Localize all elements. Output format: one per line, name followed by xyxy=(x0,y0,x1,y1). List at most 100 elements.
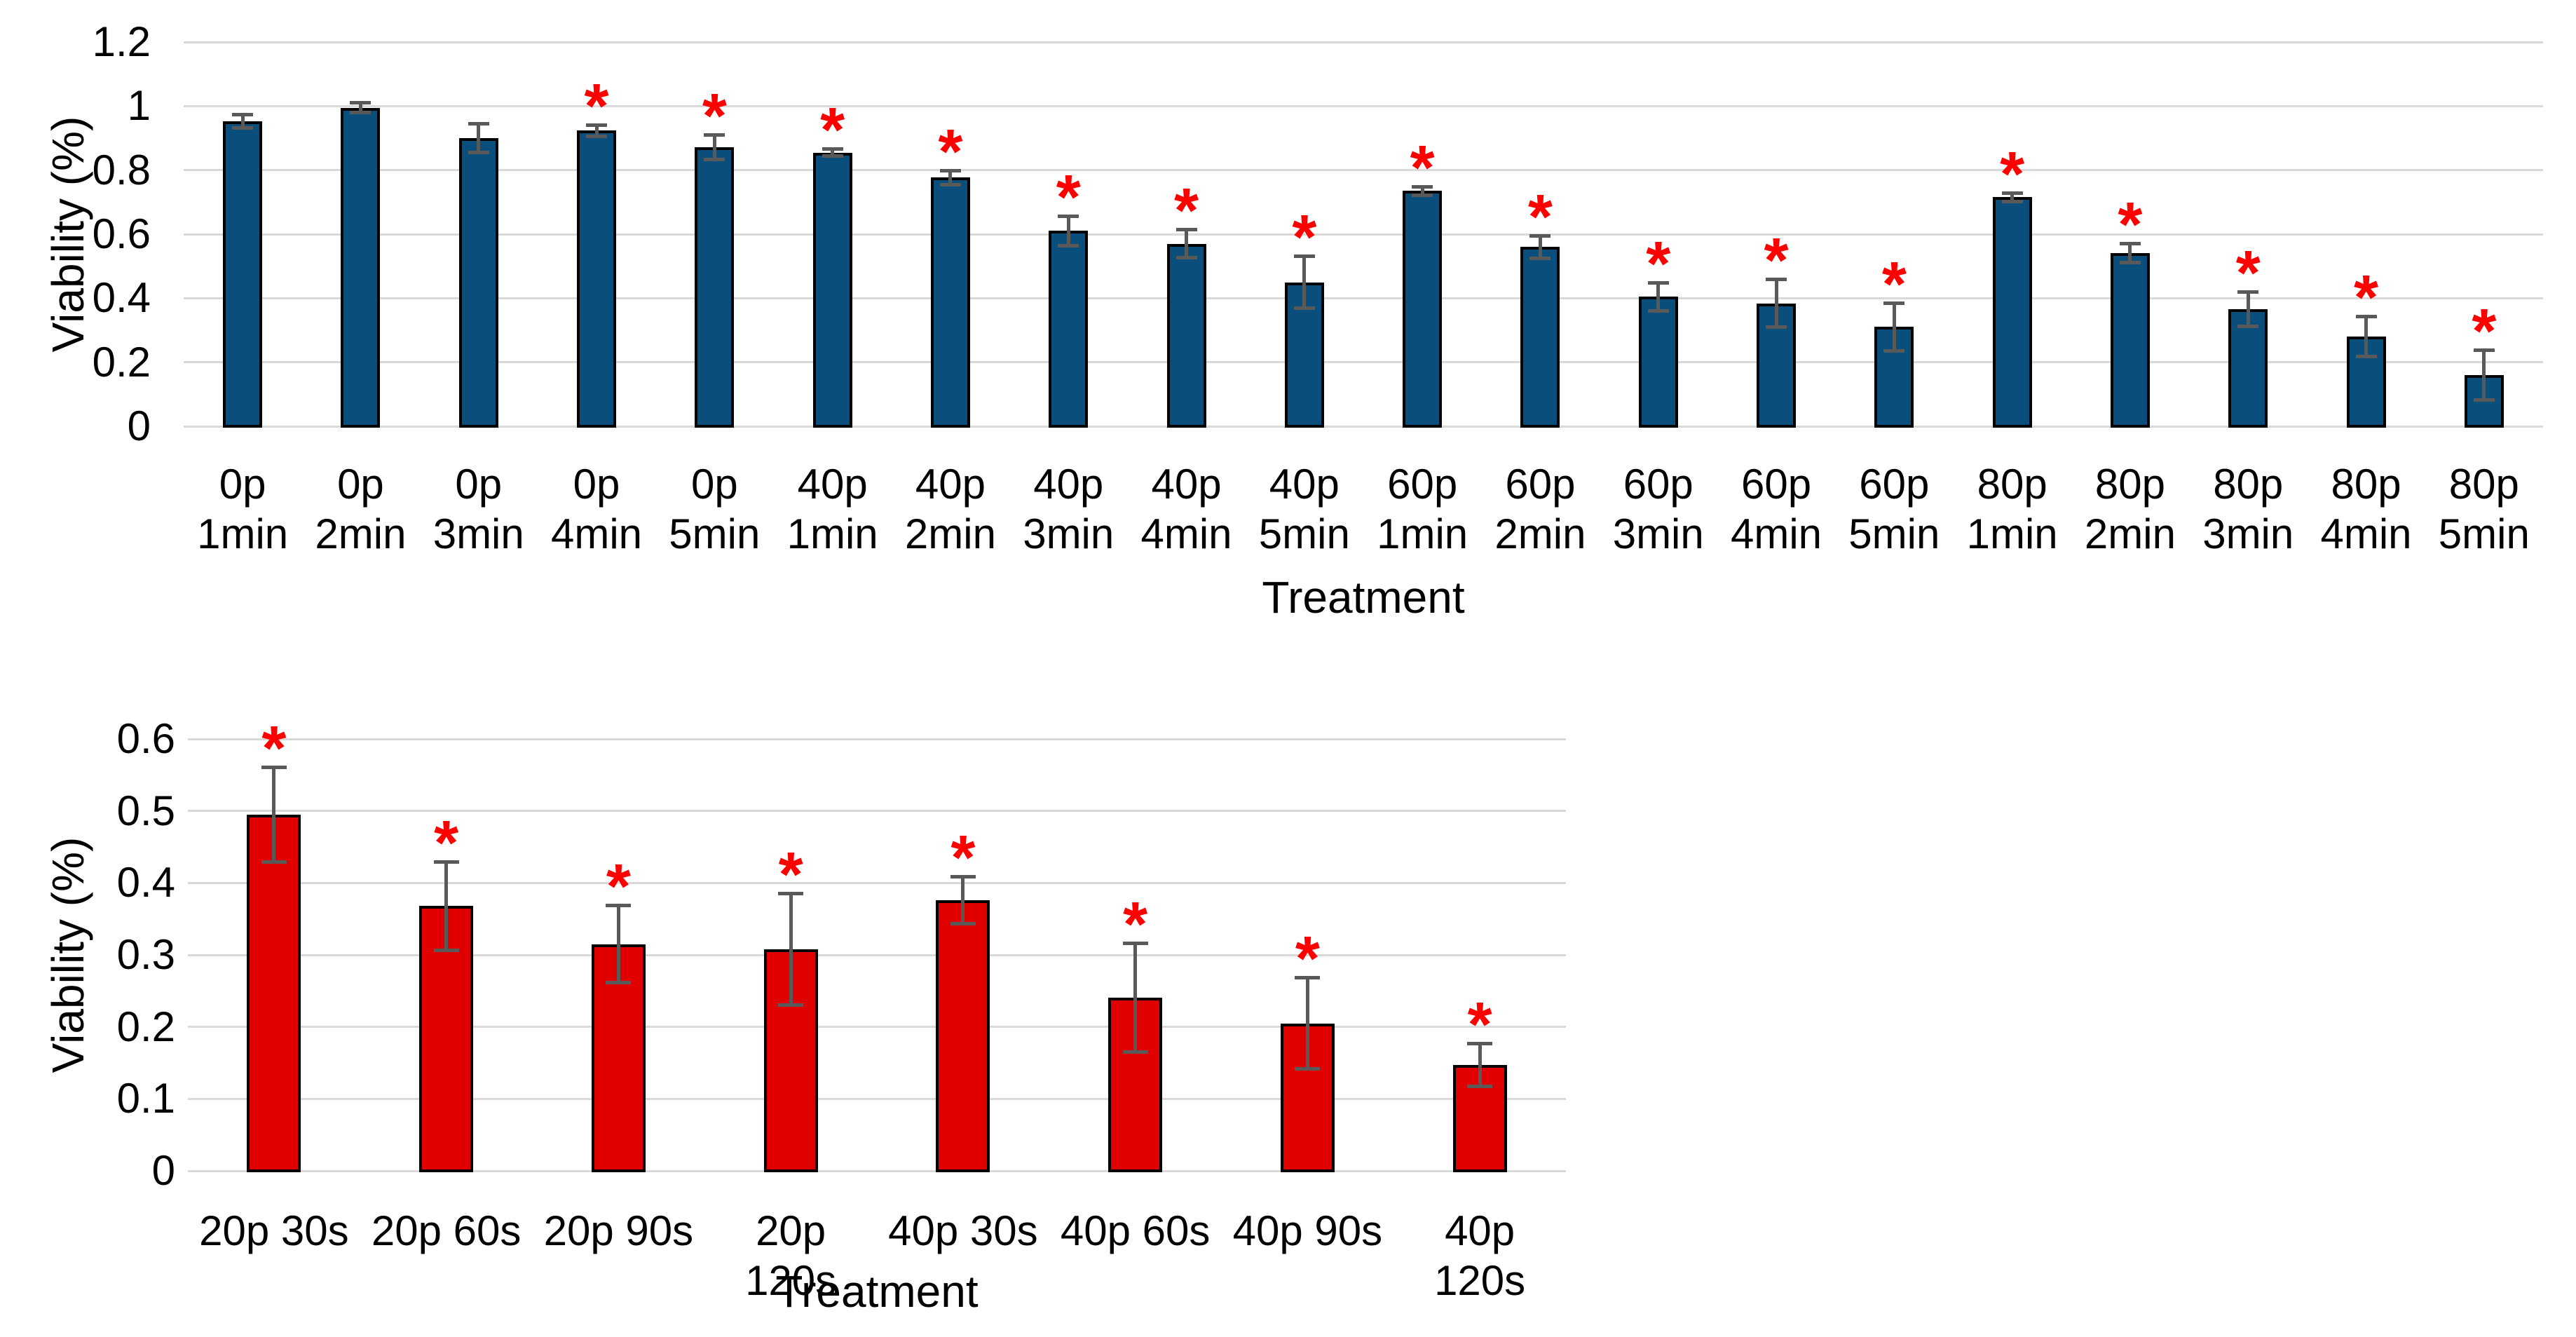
bar-40p-2min xyxy=(930,177,970,428)
error-bar-cap-bottom xyxy=(1295,1067,1321,1071)
error-bar-cap-top xyxy=(468,122,489,126)
x-category-label: 60p 5min xyxy=(1848,461,1940,557)
bar-60p-3min xyxy=(1638,297,1678,428)
bar-40p-60s xyxy=(1108,997,1163,1172)
error-bar-cap-top xyxy=(1529,233,1551,238)
error-bar-cap-top xyxy=(1293,254,1315,259)
error-bar-cap-bottom xyxy=(778,1003,804,1007)
gridline-1.2 xyxy=(184,41,2543,43)
error-bar-stem xyxy=(1420,186,1424,196)
significance-asterisk: * xyxy=(1527,182,1553,252)
gridline-0 xyxy=(184,425,2543,428)
x-axis-title-top: Treatment xyxy=(1262,572,1465,623)
y-tick-label: 0.4 xyxy=(92,274,151,322)
x-category-label: 40p 90s xyxy=(1232,1207,1383,1254)
bar-40p-4min xyxy=(1166,243,1206,428)
x-category-label: 80p 3min xyxy=(2202,461,2294,557)
significance-asterisk: * xyxy=(820,95,845,166)
bar-80p-3min xyxy=(2228,309,2268,428)
y-tick-label: 1.2 xyxy=(92,18,151,65)
gridline-0.5 xyxy=(188,810,1566,813)
error-bar-cap-top xyxy=(1883,301,1905,305)
error-bar-cap-top xyxy=(1122,941,1148,945)
error-bar-stem xyxy=(477,123,481,153)
y-axis-title-top: Viability (%) xyxy=(43,116,93,353)
y-tick-label: 0 xyxy=(151,1147,175,1194)
error-bar-stem xyxy=(1774,279,1778,327)
x-category-label: 20p 90s xyxy=(543,1207,694,1254)
x-category-label: 0p 4min xyxy=(551,461,643,557)
bar-60p-1min xyxy=(1403,191,1443,428)
error-bar-stem xyxy=(1066,215,1070,246)
error-bar-cap-bottom xyxy=(822,154,843,158)
error-bar-cap-top xyxy=(232,112,254,116)
x-category-label: 40p 4min xyxy=(1140,461,1232,557)
error-bar-stem xyxy=(616,905,620,984)
x-category-label: 0p 1min xyxy=(197,461,289,557)
bar-80p-5min xyxy=(2464,374,2504,428)
bar-40p-1min xyxy=(812,152,852,428)
x-category-label: 40p 120s xyxy=(1434,1207,1526,1304)
error-bar-cap-top xyxy=(939,168,961,172)
y-tick-label: 0.1 xyxy=(116,1075,175,1122)
error-bar-cap-bottom xyxy=(1293,306,1315,310)
error-bar-cap-bottom xyxy=(1122,1050,1148,1054)
x-category-label: 40p 30s xyxy=(888,1207,1038,1254)
y-tick-label: 0.2 xyxy=(92,338,151,386)
y-tick-label: 0.4 xyxy=(116,859,175,907)
error-bar-cap-top xyxy=(433,860,459,864)
significance-asterisk: * xyxy=(1292,203,1317,273)
x-category-label: 40p 5min xyxy=(1258,461,1350,557)
gridline-0.4 xyxy=(188,881,1566,884)
significance-asterisk: * xyxy=(1764,226,1789,297)
significance-asterisk: * xyxy=(2235,238,2261,309)
error-bar-cap-top xyxy=(2237,290,2259,294)
error-bar-cap-bottom xyxy=(939,182,961,186)
significance-asterisk: * xyxy=(606,852,631,923)
error-bar-stem xyxy=(2482,350,2486,400)
error-bar-stem xyxy=(2010,193,2015,202)
significance-asterisk: * xyxy=(1123,889,1148,960)
error-bar-stem xyxy=(1305,977,1309,1070)
error-bar-stem xyxy=(2364,316,2369,357)
bar-60p-5min xyxy=(1874,327,1914,428)
error-bar-cap-bottom xyxy=(433,948,459,952)
bar-0p-2min xyxy=(341,107,381,428)
error-bar-stem xyxy=(2246,292,2250,327)
x-category-label: 80p 2min xyxy=(2084,461,2176,557)
error-bar-cap-bottom xyxy=(1883,349,1905,353)
error-bar-stem xyxy=(1478,1043,1482,1087)
gridline-0.2 xyxy=(184,361,2543,364)
bar-60p-2min xyxy=(1520,247,1560,428)
gridline-0.6 xyxy=(188,738,1566,740)
bar-40p-3min xyxy=(1049,231,1089,428)
gridline-0.6 xyxy=(184,233,2543,236)
error-bar-cap-bottom xyxy=(586,134,608,138)
y-axis-title-bottom: Viability (%) xyxy=(43,836,93,1073)
bar-20p-60s xyxy=(419,906,474,1172)
error-bar-cap-top xyxy=(778,891,804,895)
x-category-label: 40p 1min xyxy=(786,461,878,557)
y-tick-label: 0.5 xyxy=(116,787,175,834)
gridline-0.4 xyxy=(184,297,2543,299)
significance-asterisk: * xyxy=(261,714,287,785)
gridline-0.3 xyxy=(188,953,1566,956)
x-category-label: 0p 2min xyxy=(315,461,407,557)
significance-asterisk: * xyxy=(778,839,803,910)
gridline-0 xyxy=(188,1169,1566,1172)
y-tick-label: 0.3 xyxy=(116,931,175,978)
y-tick-label: 0.6 xyxy=(116,715,175,762)
gridline-0.1 xyxy=(188,1097,1566,1100)
error-bar-stem xyxy=(1302,256,1307,308)
error-bar-cap-bottom xyxy=(1467,1084,1493,1088)
error-bar-cap-bottom xyxy=(1529,256,1551,260)
error-bar-stem xyxy=(961,876,965,924)
error-bar-cap-top xyxy=(822,147,843,151)
x-axis-title-bottom: Treatment xyxy=(775,1266,979,1317)
bar-80p-4min xyxy=(2346,337,2386,428)
error-bar-cap-bottom xyxy=(1647,308,1669,313)
error-bar-cap-bottom xyxy=(1058,243,1079,247)
significance-asterisk: * xyxy=(1467,990,1492,1061)
error-bar-cap-top xyxy=(1295,975,1321,979)
